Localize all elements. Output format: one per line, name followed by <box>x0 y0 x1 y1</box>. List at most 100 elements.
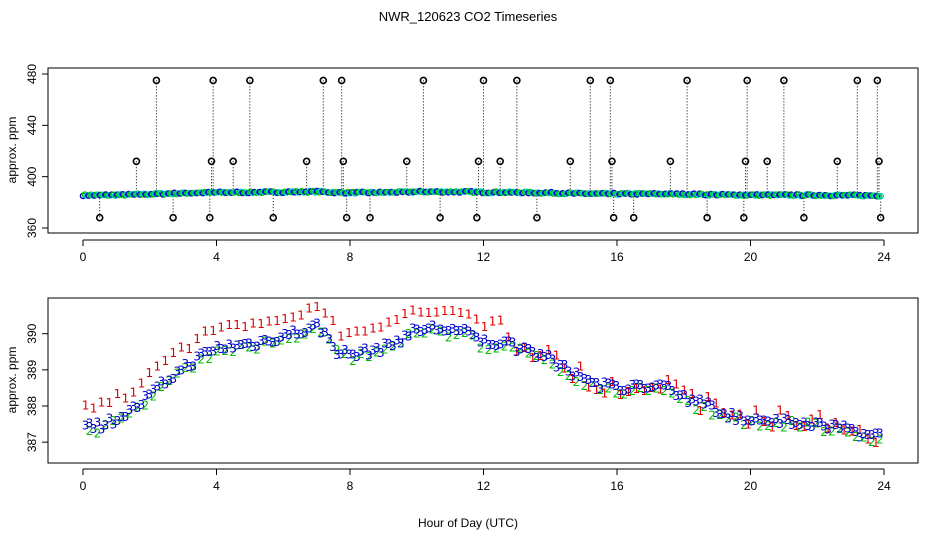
series-3-point: 3 <box>421 323 429 337</box>
series-3-point: 3 <box>764 415 772 429</box>
series-3-point: 3 <box>425 321 433 335</box>
series-3-point: 3 <box>485 338 493 352</box>
series-2-point: 2 <box>549 357 557 371</box>
series-2-point: 2 <box>485 343 493 357</box>
top-panel-drop-lines <box>99 80 882 218</box>
series-2-point: 2 <box>150 389 158 403</box>
series-3-point: 3 <box>760 414 768 428</box>
series-3-point: 3 <box>269 336 277 350</box>
series-3-point: 3 <box>692 395 700 409</box>
series-3-point: 3 <box>541 350 549 364</box>
spike-point <box>419 76 428 85</box>
series-3-point: 3 <box>792 416 800 430</box>
bottom-panel-points: 1323132313231323132313231323132313231323… <box>82 300 884 450</box>
spike-point <box>683 76 691 85</box>
series-2-point: 2 <box>381 343 389 357</box>
series-3-point: 3 <box>716 407 724 421</box>
series-3-point: 3 <box>333 348 341 362</box>
series-3-point: 3 <box>621 384 629 398</box>
series-3-point: 3 <box>174 365 182 379</box>
series-3-point: 3 <box>405 330 413 344</box>
series-2-point: 2 <box>461 326 469 340</box>
dip-point <box>206 213 214 222</box>
series-1-point: 1 <box>106 396 114 410</box>
series-2-point: 2 <box>844 426 852 440</box>
series-3-point: 3 <box>617 384 625 398</box>
series-2-point: 2 <box>118 412 126 426</box>
series-1-point: 1 <box>848 424 856 438</box>
series-3-point: 3 <box>281 327 289 341</box>
series-1-point: 1 <box>249 317 257 331</box>
series-2-point: 2 <box>804 415 812 429</box>
series-3-point: 3 <box>465 324 473 338</box>
series-3-point: 3 <box>688 393 696 407</box>
series-2-point: 2 <box>102 418 110 432</box>
series-2-point: 2 <box>748 414 756 428</box>
flag-point <box>741 157 750 166</box>
bottom-y-axis-label: approx. ppm <box>5 347 19 414</box>
series-1-point: 1 <box>313 300 321 314</box>
series-2-point: 2 <box>445 330 453 344</box>
series-3-point: 3 <box>86 416 94 430</box>
series-1-point: 1 <box>808 412 816 426</box>
series-2-point: 2 <box>517 341 525 355</box>
series-2-point: 2 <box>501 339 509 353</box>
series-3-point: 3 <box>565 365 573 379</box>
series-3-point: 3 <box>836 422 844 436</box>
series-3-point: 3 <box>633 377 641 391</box>
series-3-point: 3 <box>752 412 760 426</box>
dip-point <box>800 213 808 222</box>
series-3-point: 3 <box>317 327 325 341</box>
series-2-point: 2 <box>142 399 150 413</box>
series-3-point: 3 <box>221 343 229 357</box>
series-1-point: 1 <box>704 390 712 404</box>
series-3-point: 3 <box>102 418 110 432</box>
series-3-point: 3 <box>513 345 521 359</box>
series-2-point: 2 <box>469 329 477 343</box>
series-1-point: 1 <box>664 373 672 387</box>
series-3-point: 3 <box>126 403 134 417</box>
series-3-point: 3 <box>457 324 465 338</box>
series-2-point: 2 <box>158 380 166 394</box>
series-2-point: 2 <box>389 340 397 354</box>
series-1-point: 1 <box>657 383 665 397</box>
top-y-tick-label: 360 <box>25 218 39 238</box>
series-3-point: 3 <box>233 339 241 353</box>
series-2-point: 2 <box>509 341 517 355</box>
dip-point <box>366 213 374 222</box>
top-x-tick-label: 12 <box>477 250 491 264</box>
series-3-point: 3 <box>245 337 253 351</box>
series-3-point: 3 <box>285 328 293 342</box>
series-3-point: 3 <box>417 325 425 339</box>
series-3-point: 3 <box>645 382 653 396</box>
series-1-point: 1 <box>425 306 433 320</box>
series-3-point: 3 <box>589 376 597 390</box>
series-3-point: 3 <box>365 349 373 363</box>
series-3-point: 3 <box>856 431 864 445</box>
series-1-point: 1 <box>297 308 305 322</box>
series-2-point: 2 <box>684 394 692 408</box>
series-3-point: 3 <box>629 378 637 392</box>
series-3-point: 3 <box>381 336 389 350</box>
series-3-point: 3 <box>736 409 744 423</box>
series-1-point: 1 <box>146 366 154 380</box>
series-3-point: 3 <box>696 393 704 407</box>
series-3-point: 3 <box>118 410 126 424</box>
series-1-point: 1 <box>138 377 146 391</box>
series-3-point: 3 <box>680 388 688 402</box>
series-3-point: 3 <box>166 374 174 388</box>
series-3-point: 3 <box>561 358 569 372</box>
series-2-point: 2 <box>261 335 269 349</box>
series-2-point: 2 <box>876 433 884 447</box>
series-2-point: 2 <box>605 382 613 396</box>
series-1-point: 1 <box>633 382 641 396</box>
series-3-point: 3 <box>812 415 820 429</box>
flag-point <box>339 157 348 166</box>
series-1-point: 1 <box>649 381 657 395</box>
series-2-point: 2 <box>245 341 253 355</box>
series-1-point: 1 <box>601 386 609 400</box>
series-3-point: 3 <box>130 400 138 414</box>
series-3-point: 3 <box>788 418 796 432</box>
dip-point <box>629 213 638 222</box>
series-2-point: 2 <box>293 331 301 345</box>
